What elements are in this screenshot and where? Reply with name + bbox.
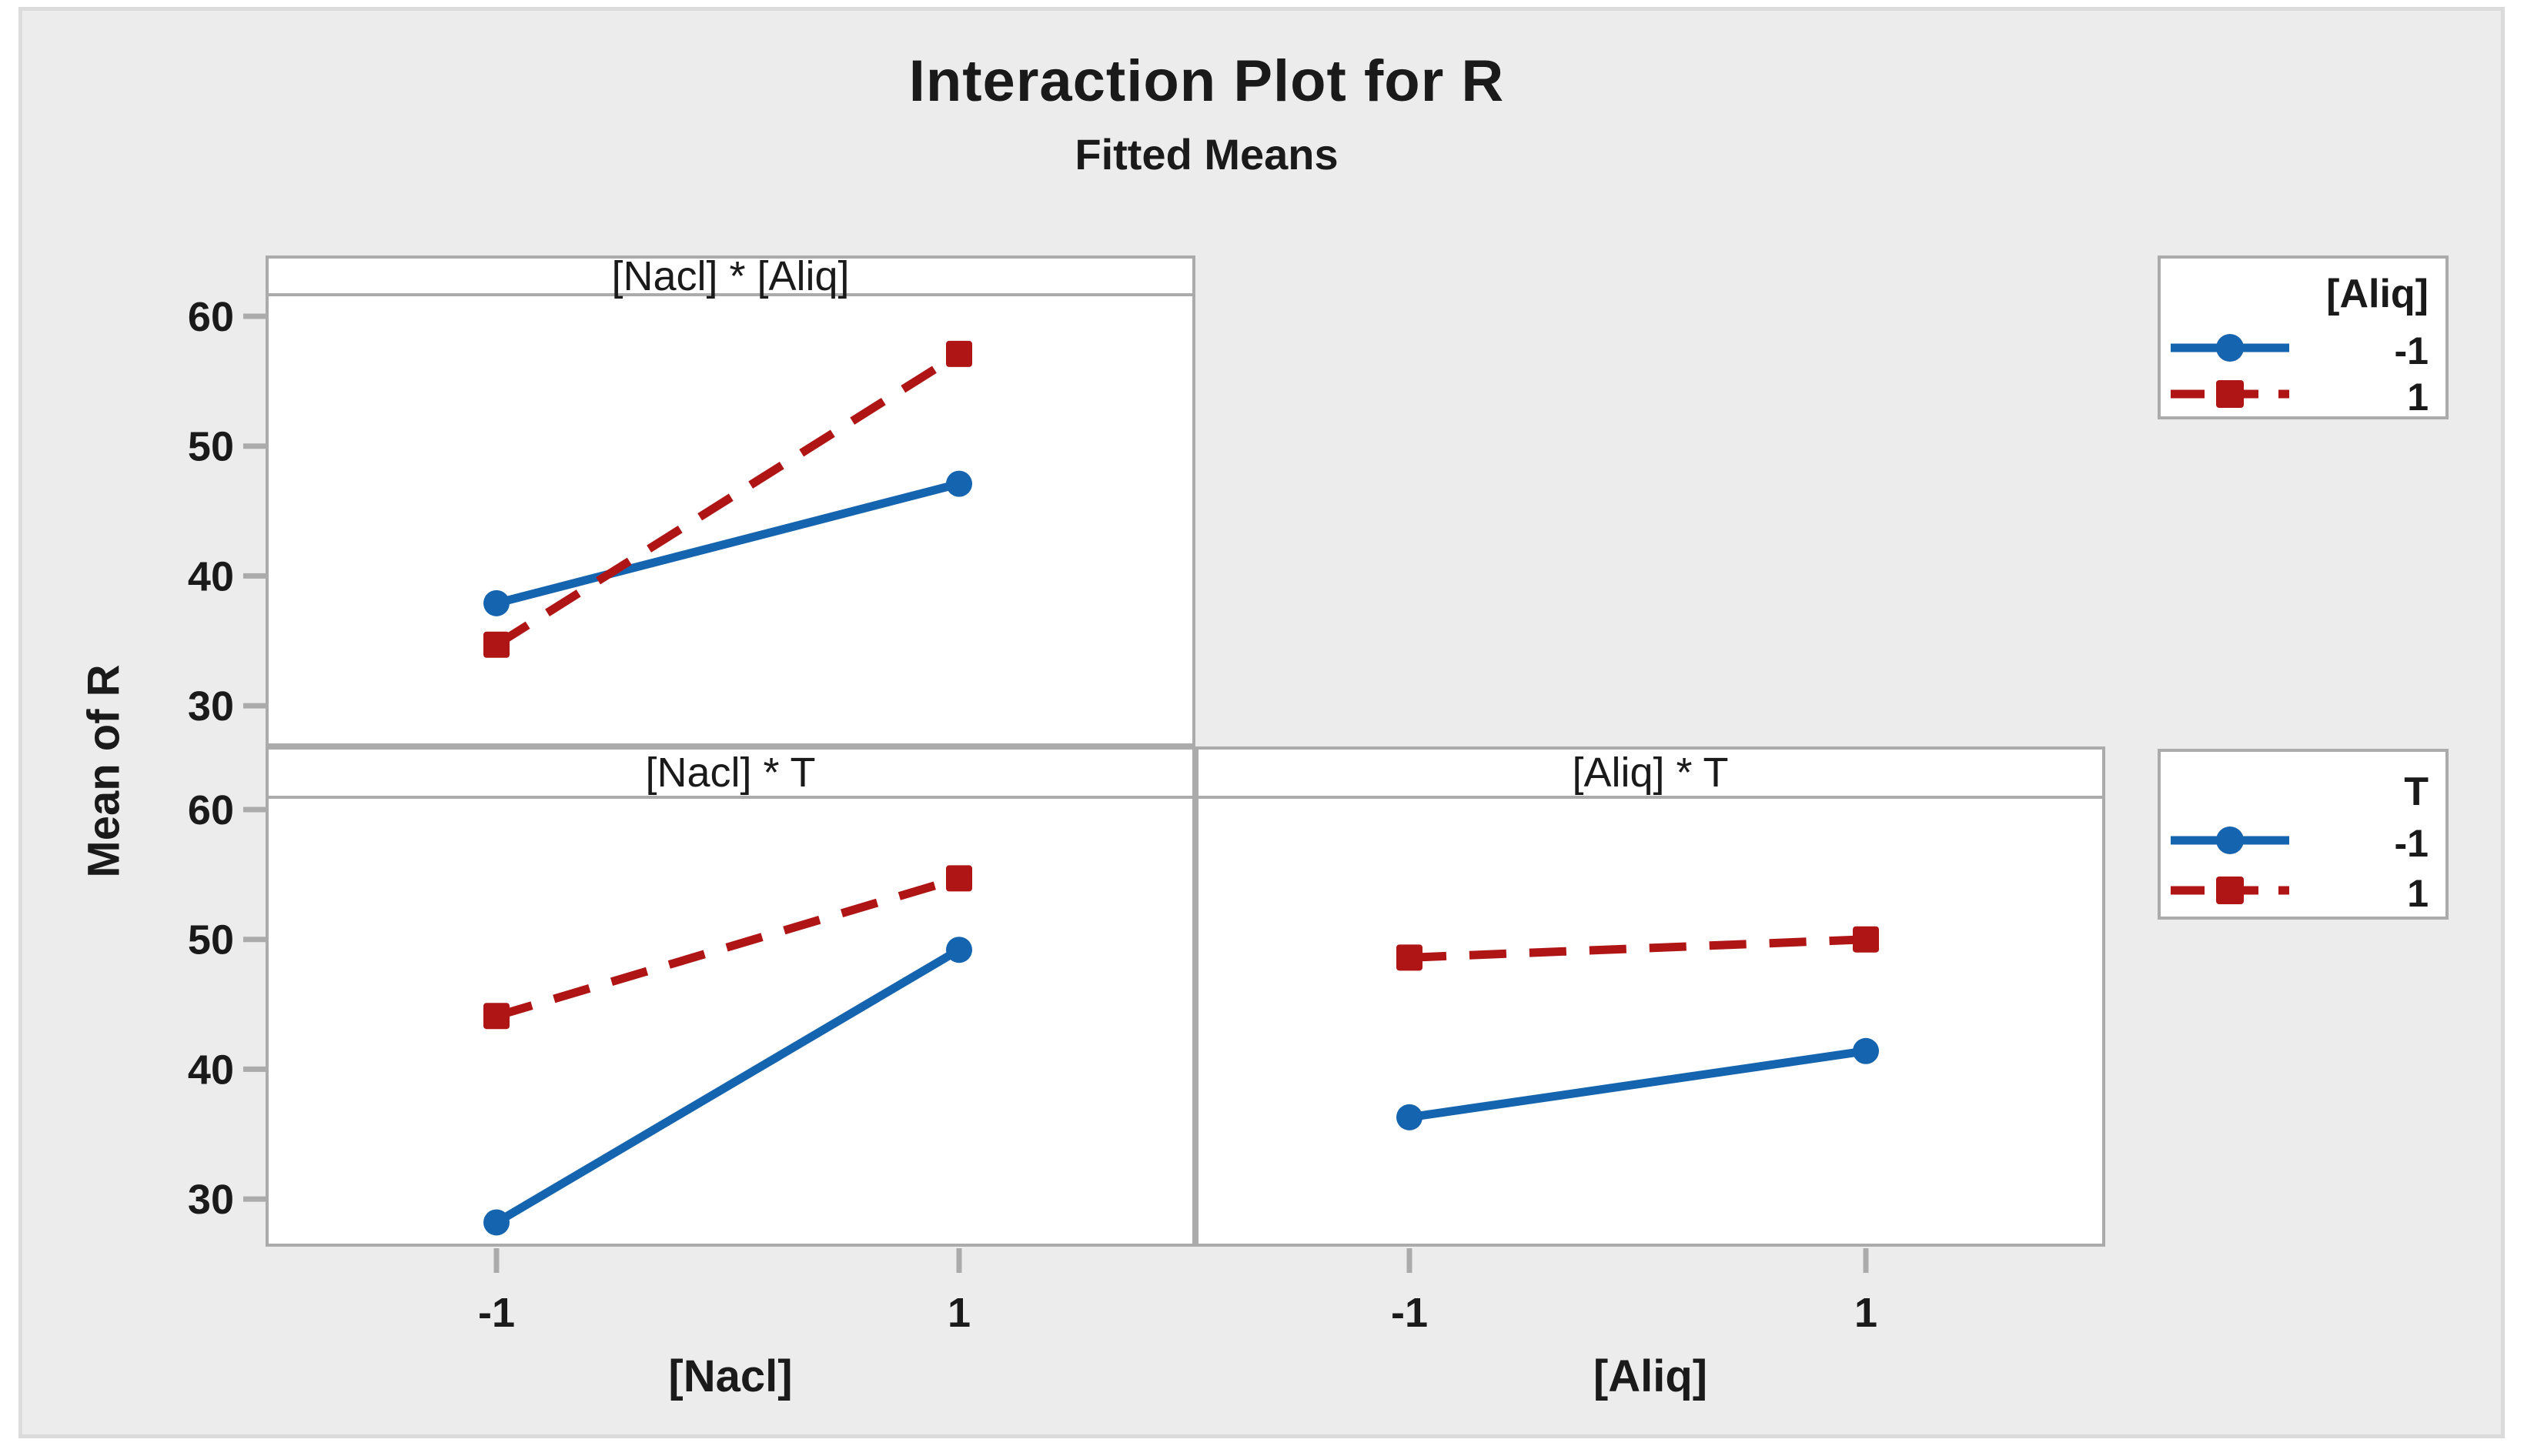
- legend-t-entry-label: -1: [2394, 822, 2429, 865]
- chart-title: Interaction Plot for R: [908, 48, 1505, 114]
- x-axis-title-aliq: [Aliq]: [1593, 1351, 1708, 1401]
- x-axis-title-nacl: [Nacl]: [668, 1351, 793, 1401]
- legend-t-entry-label: 1: [2407, 872, 2429, 915]
- panel-aliq-t: [Aliq] * T: [1195, 746, 2105, 1247]
- chart-subtitle: Fitted Means: [1075, 130, 1339, 179]
- panel-header-aliq-t: [Aliq] * T: [1198, 750, 2102, 799]
- panel-header-nacl-t: [Nacl] * T: [269, 750, 1192, 799]
- panel-nacl-aliq: [Nacl] * [Aliq]: [266, 253, 1195, 746]
- legend-aliq-title: [Aliq]: [2326, 272, 2429, 316]
- legend-t: T -1 1: [2158, 749, 2449, 920]
- panel-header-nacl-aliq: [Nacl] * [Aliq]: [269, 253, 1192, 299]
- legend-t-title: T: [2404, 770, 2429, 814]
- y-axis-title: Mean of R: [79, 664, 129, 878]
- legend-aliq: [Aliq] -1 1: [2158, 255, 2449, 419]
- panel-nacl-t: [Nacl] * T: [266, 746, 1195, 1247]
- legend-aliq-entry-label: -1: [2394, 329, 2429, 372]
- legend-aliq-entry-label: 1: [2407, 376, 2429, 419]
